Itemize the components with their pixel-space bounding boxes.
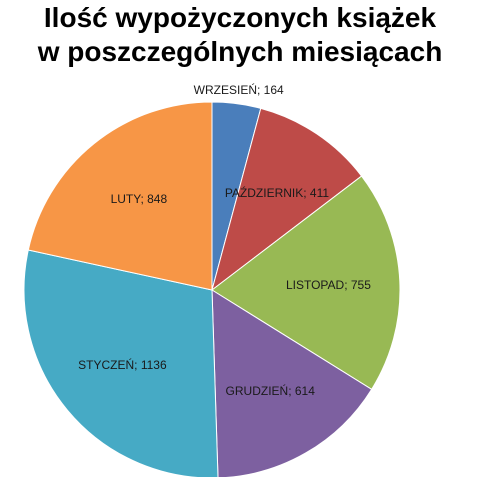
- chart-title: w poszczególnych miesiącach: [37, 36, 443, 67]
- chart-title: Ilość wypożyczonych książek: [43, 2, 437, 33]
- data-label: LUTY; 848: [110, 192, 168, 207]
- pie-slice: [27, 101, 213, 291]
- pie-slice: [211, 107, 363, 292]
- pie-slice: [211, 175, 401, 391]
- data-label: WRZESIEŃ; 164: [193, 83, 284, 97]
- pie-slice: [23, 249, 219, 477]
- data-label: LISTOPAD; 755: [285, 277, 371, 292]
- data-label: PAŹDZIERNIK; 411: [224, 186, 330, 201]
- data-label: STYCZEŃ; 1136: [78, 357, 167, 372]
- data-label: GRUDZIEŃ; 614: [225, 383, 315, 398]
